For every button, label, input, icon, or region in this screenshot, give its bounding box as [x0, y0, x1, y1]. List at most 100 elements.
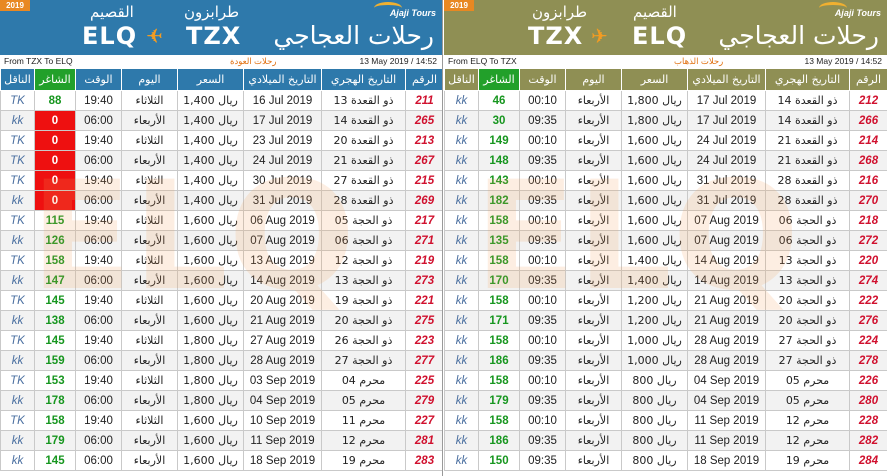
price-cell: 1,600 ريال — [177, 210, 244, 231]
gregorian-date-cell: 24 Jul 2019 — [243, 150, 322, 171]
gregorian-date-cell: 30 Jul 2019 — [243, 170, 322, 191]
carrier-cell: kk — [0, 450, 35, 471]
hijri-date-cell: 27 ذو الحجة — [765, 350, 850, 371]
time-cell: 06:00 — [75, 270, 122, 291]
carrier-cell: kk — [444, 130, 479, 151]
destination-city-arabic: طرابزون — [532, 3, 588, 21]
route-bar: From TZX To ELQ رحلات العودة 13 May 2019… — [0, 55, 442, 68]
day-cell: الأربعاء — [565, 350, 622, 371]
time-cell: 19:40 — [75, 370, 122, 391]
table-row: kk 178 06:00 الأربعاء 1,800 ريال 04 Sep 2019 0… — [0, 390, 442, 411]
gregorian-date-cell: 24 Jul 2019 — [687, 150, 766, 171]
time-cell: 19:40 — [75, 410, 122, 431]
time-cell: 09:35 — [519, 390, 566, 411]
seats-header: الشاغر — [34, 68, 76, 91]
gregorian-date-cell: 28 Aug 2019 — [687, 350, 766, 371]
seats-cell: 145 — [34, 450, 76, 471]
hijri-date-cell: 05 محرم — [765, 390, 850, 411]
day-header: اليوم — [565, 68, 622, 91]
carrier-header: الناقل — [444, 68, 479, 91]
seats-cell: 158 — [34, 250, 76, 271]
price-cell: 1,000 ريال — [621, 350, 688, 371]
carrier-cell: kk — [444, 290, 479, 311]
day-cell: الأربعاء — [565, 170, 622, 191]
flight-number-cell: 276 — [849, 310, 887, 331]
hijri-date-cell: 13 ذو الحجة — [765, 250, 850, 271]
price-header: السعر — [621, 68, 688, 91]
hijri-date-cell: 14 ذو القعدة — [321, 110, 406, 131]
day-cell: الأربعاء — [121, 350, 178, 371]
destination-city-code: TZX — [528, 22, 584, 50]
hijri-date-cell: 06 ذو الحجة — [321, 230, 406, 251]
gregorian-date-cell: 23 Jul 2019 — [243, 130, 322, 151]
gregorian-date-cell: 14 Aug 2019 — [243, 270, 322, 291]
route-arabic: رحلات الذهاب — [674, 56, 724, 66]
table-row: TK 115 19:40 الثلاثاء 1,600 ريال 06 Aug 2019 0… — [0, 210, 442, 231]
price-cell: 1,800 ريال — [621, 90, 688, 111]
day-cell: الأربعاء — [121, 270, 178, 291]
seats-cell: 158 — [478, 410, 520, 431]
price-cell: 1,600 ريال — [177, 410, 244, 431]
day-cell: الأربعاء — [121, 310, 178, 331]
day-cell: الثلاثاء — [121, 410, 178, 431]
time-cell: 19:40 — [75, 170, 122, 191]
gregorian-date-cell: 20 Aug 2019 — [243, 290, 322, 311]
table-row: TK 0 19:40 الثلاثاء 1,400 ريال 30 Jul 2019 27 … — [0, 170, 442, 191]
flight-number-header: الرقم — [405, 68, 442, 91]
price-cell: 800 ريال — [621, 390, 688, 411]
hijri-date-cell: 11 محرم — [321, 410, 406, 431]
seats-cell: 158 — [478, 250, 520, 271]
carrier-cell: kk — [444, 330, 479, 351]
price-cell: 1,800 ريال — [177, 350, 244, 371]
carrier-cell: kk — [0, 270, 35, 291]
flight-number-cell: 214 — [849, 130, 887, 151]
time-cell: 09:35 — [519, 430, 566, 451]
carrier-cell: kk — [444, 410, 479, 431]
carrier-cell: kk — [444, 150, 479, 171]
hijri-date-cell: 19 ذو الحجة — [321, 290, 406, 311]
timestamp: 13 May 2019 / 14:52 — [804, 56, 882, 66]
flight-number-cell: 283 — [405, 450, 442, 471]
price-cell: 800 ريال — [621, 370, 688, 391]
gregorian-date-cell: 27 Aug 2019 — [243, 330, 322, 351]
panel-header: 2019 طرابزون TZX ✈ القصيم ELQ Ajaji Tour… — [444, 0, 887, 55]
gregorian-date-cell: 13 Aug 2019 — [243, 250, 322, 271]
day-cell: الثلاثاء — [121, 250, 178, 271]
seats-cell: 158 — [34, 410, 76, 431]
gregorian-date-cell: 10 Sep 2019 — [243, 410, 322, 431]
carrier-cell: TK — [0, 290, 35, 311]
flight-number-cell: 223 — [405, 330, 442, 351]
hijri-date-cell: 14 ذو القعدة — [765, 110, 850, 131]
day-cell: الأربعاء — [565, 110, 622, 131]
hijri-date-cell: 21 ذو القعدة — [765, 150, 850, 171]
price-cell: 1,800 ريال — [177, 390, 244, 411]
seats-cell: 145 — [34, 290, 76, 311]
hijri-date-cell: 05 ذو الحجة — [321, 210, 406, 231]
table-row: kk 158 00:10 الأربعاء 1,600 ريال 07 Aug 2019 0… — [444, 210, 887, 231]
table-row: kk 46 00:10 الأربعاء 1,800 ريال 17 Jul 2019 14… — [444, 90, 887, 111]
table-row: kk 158 00:10 الأربعاء 1,000 ريال 28 Aug 2019 2… — [444, 330, 887, 351]
hijri-date-cell: 20 ذو القعدة — [321, 130, 406, 151]
flight-number-cell: 273 — [405, 270, 442, 291]
time-cell: 19:40 — [75, 250, 122, 271]
carrier-cell: kk — [444, 390, 479, 411]
seats-cell: 88 — [34, 90, 76, 111]
seats-cell: 158 — [478, 210, 520, 231]
price-cell: 1,600 ريال — [177, 310, 244, 331]
seats-cell: 143 — [478, 170, 520, 191]
gregorian-date-cell: 17 Jul 2019 — [687, 90, 766, 111]
hijri-date-cell: 12 ذو الحجة — [321, 250, 406, 271]
day-cell: الأربعاء — [121, 450, 178, 471]
hijri-date-cell: 27 ذو الحجة — [321, 350, 406, 371]
table-row: TK 145 19:40 الثلاثاء 1,800 ريال 27 Aug 2019 2… — [0, 330, 442, 351]
price-cell: 1,400 ريال — [177, 150, 244, 171]
hijri-date-cell: 13 ذو الحجة — [321, 270, 406, 291]
hijri-date-cell: 26 ذو الحجة — [321, 330, 406, 351]
day-cell: الأربعاء — [121, 390, 178, 411]
time-cell: 09:35 — [519, 270, 566, 291]
gregorian-date-cell: 18 Sep 2019 — [243, 450, 322, 471]
flight-number-cell: 227 — [405, 410, 442, 431]
return-flights-panel: 2019 القصيم ELQ ✈ طرابزون TZX Ajaji Tour… — [0, 0, 443, 476]
flight-number-cell: 217 — [405, 210, 442, 231]
flights-table: الناقل الشاغر الوقت اليوم السعر التاريخ … — [444, 68, 887, 471]
